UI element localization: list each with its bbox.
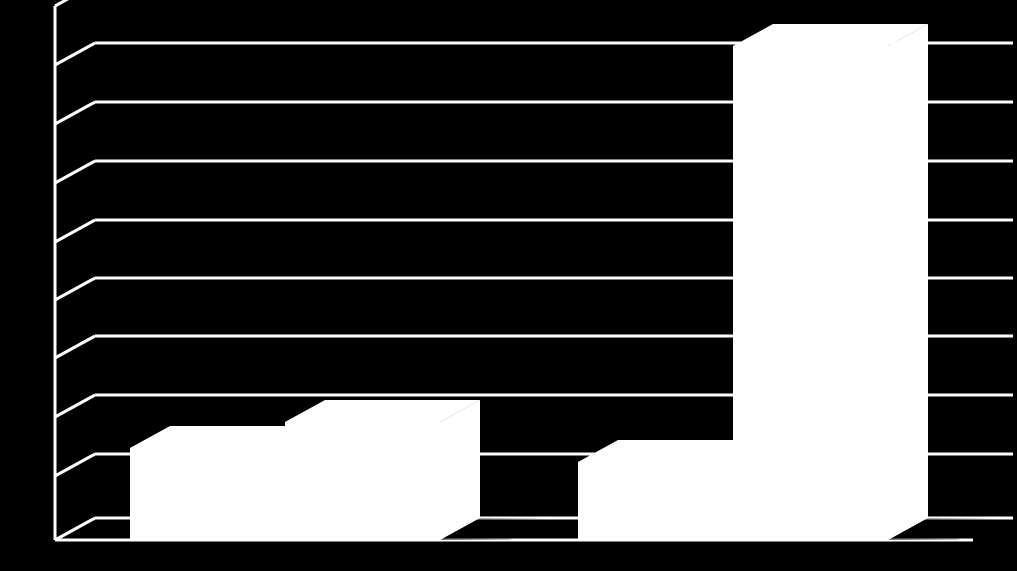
gridline-kink-9 [55,518,95,540]
bar-1b-side [440,400,480,540]
bar-1b-front [285,422,440,540]
bar-1a-front [130,448,285,540]
gridline-kink-8 [55,454,95,476]
bar-2b-front [733,46,888,540]
gridline-kink-6 [55,336,95,358]
gridline-kink-1 [55,43,95,65]
gridline-kink-0 [55,0,95,6]
bar-2a-front [578,462,733,540]
group-1 [130,400,550,540]
gridline-kink-2 [55,102,95,124]
gridline-kink-5 [55,278,95,300]
bar-2b-side [888,24,928,540]
bar-chart-3d [0,0,1017,571]
gridline-kink-3 [55,161,95,183]
gridline-kink-4 [55,220,95,242]
gridline-kink-7 [55,395,95,417]
